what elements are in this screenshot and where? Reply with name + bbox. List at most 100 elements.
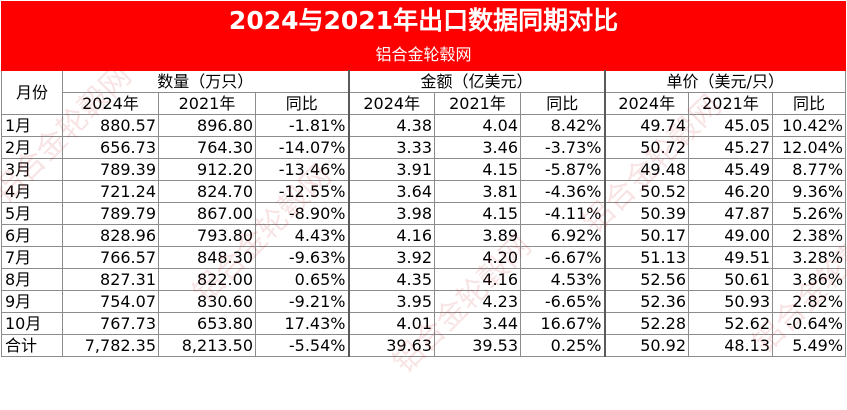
quantity-2024-cell: 880.57: [62, 114, 159, 137]
month-cell: 1月: [1, 114, 63, 137]
price-yoy-cell: 3.86%: [771, 268, 847, 291]
price-2024-cell: 49.74: [604, 114, 689, 137]
price-2021-cell: 50.61: [688, 268, 773, 291]
price-2021-cell: 45.05: [688, 114, 773, 137]
price-2021-header: 2021年: [688, 92, 773, 115]
amount-2024-cell: 3.92: [348, 246, 435, 269]
amount-yoy-cell: -3.73%: [520, 136, 606, 159]
price-2021-cell: 52.62: [688, 312, 773, 335]
amount-2021-cell: 3.81: [434, 180, 521, 203]
amount-2021-cell: 4.15: [434, 202, 521, 225]
amount-yoy-cell: -6.65%: [520, 290, 606, 313]
amount-yoy-cell: -4.11%: [520, 202, 606, 225]
quantity-yoy-cell: -1.81%: [255, 114, 350, 137]
price-yoy-cell: 8.77%: [771, 158, 847, 181]
table-row: 6月 828.96 793.80 4.43% 4.16 3.89 6.92% 50.17 49.…: [1, 224, 847, 247]
amount-2024-cell: 3.91: [348, 158, 435, 181]
quantity-2021-cell: 822.00: [158, 268, 256, 291]
quantity-yoy-cell: 4.43%: [255, 224, 350, 247]
month-cell: 6月: [1, 224, 63, 247]
amount-yoy-cell: 16.67%: [520, 312, 606, 335]
amount-2024-cell: 3.95: [348, 290, 435, 313]
price-2024-cell: 50.72: [604, 136, 689, 159]
price-yoy-cell: 9.36%: [771, 180, 847, 203]
amount-2024-cell: 3.98: [348, 202, 435, 225]
price-2021-cell: 47.87: [688, 202, 773, 225]
quantity-2021-cell: 830.60: [158, 290, 256, 313]
month-cell: 3月: [1, 158, 63, 181]
price-2024-header: 2024年: [604, 92, 689, 115]
price-yoy-cell: 3.28%: [771, 246, 847, 269]
quantity-yoy-cell: 0.65%: [255, 268, 350, 291]
price-yoy-cell: 2.82%: [771, 290, 847, 313]
amount-2024-cell: 3.33: [348, 136, 435, 159]
table-row: 9月 754.07 830.60 -9.21% 3.95 4.23 -6.65% 52.36 5…: [1, 290, 847, 313]
price-2021-cell: 49.51: [688, 246, 773, 269]
table-row: 2月 656.73 764.30 -14.07% 3.33 3.46 -3.73% 50.72…: [1, 136, 847, 159]
amount-yoy-cell: 4.53%: [520, 268, 606, 291]
month-cell: 2月: [1, 136, 63, 159]
price-2021-cell: 45.49: [688, 158, 773, 181]
price-2024-cell: 52.36: [604, 290, 689, 313]
quantity-2021-cell: 896.80: [158, 114, 256, 137]
price-2024-cell: 50.17: [604, 224, 689, 247]
price-yoy-cell: 5.49%: [771, 334, 847, 357]
price-2021-cell: 50.93: [688, 290, 773, 313]
amount-2021-cell: 3.46: [434, 136, 521, 159]
quantity-yoy-cell: -13.46%: [255, 158, 350, 181]
quantity-2024-cell: 789.39: [62, 158, 159, 181]
quantity-yoy-cell: -9.63%: [255, 246, 350, 269]
month-cell: 7月: [1, 246, 63, 269]
quantity-2021-header: 2021年: [158, 92, 256, 115]
quantity-yoy-cell: -5.54%: [255, 334, 350, 357]
quantity-2024-cell: 766.57: [62, 246, 159, 269]
quantity-yoy-cell: -12.55%: [255, 180, 350, 203]
price-yoy-cell: 2.38%: [771, 224, 847, 247]
price-yoy-cell: 5.26%: [771, 202, 847, 225]
page-title: 2024与2021年出口数据同期对比: [0, 1, 847, 40]
price-2021-cell: 45.27: [688, 136, 773, 159]
table-row: 3月 789.39 912.20 -13.46% 3.91 4.15 -5.87% 49.48…: [1, 158, 847, 181]
page-subtitle: 铝合金轮毂网: [0, 39, 847, 71]
price-2024-cell: 50.39: [604, 202, 689, 225]
unit-price-header: 单价（美元/只）: [603, 70, 847, 93]
month-cell: 合计: [1, 334, 63, 357]
quantity-2024-cell: 7,782.35: [62, 334, 159, 357]
table-row: 5月 789.79 867.00 -8.90% 3.98 4.15 -4.11% 50.39 4…: [1, 202, 847, 225]
price-2024-cell: 50.52: [604, 180, 689, 203]
month-cell: 9月: [1, 290, 63, 313]
quantity-2021-cell: 8,213.50: [158, 334, 256, 357]
amount-yoy-cell: -4.36%: [520, 180, 606, 203]
table-row: 1月 880.57 896.80 -1.81% 4.38 4.04 8.42% 49.74 45…: [1, 114, 847, 137]
quantity-2024-cell: 656.73: [62, 136, 159, 159]
amount-2021-cell: 4.23: [434, 290, 521, 313]
price-2024-cell: 49.48: [604, 158, 689, 181]
month-cell: 4月: [1, 180, 63, 203]
table-row: 7月 766.57 848.30 -9.63% 3.92 4.20 -6.67% 51.13 4…: [1, 246, 847, 269]
amount-2024-cell: 39.63: [348, 334, 435, 357]
amount-2024-header: 2024年: [348, 92, 435, 115]
quantity-2024-cell: 754.07: [62, 290, 159, 313]
table-row: 8月 827.31 822.00 0.65% 4.35 4.16 4.53% 52.56 50.…: [1, 268, 847, 291]
amount-2021-header: 2021年: [434, 92, 521, 115]
price-yoy-header: 同比: [771, 92, 847, 115]
amount-2024-cell: 3.64: [348, 180, 435, 203]
quantity-yoy-cell: -8.90%: [255, 202, 350, 225]
amount-yoy-cell: -5.87%: [520, 158, 606, 181]
amount-yoy-cell: 0.25%: [520, 334, 606, 357]
amount-2024-cell: 4.01: [348, 312, 435, 335]
price-2024-cell: 52.56: [604, 268, 689, 291]
price-2021-cell: 49.00: [688, 224, 773, 247]
quantity-2024-cell: 789.79: [62, 202, 159, 225]
amount-2021-cell: 3.89: [434, 224, 521, 247]
amount-2021-cell: 4.20: [434, 246, 521, 269]
month-cell: 5月: [1, 202, 63, 225]
amount-2024-cell: 4.16: [348, 224, 435, 247]
quantity-2021-cell: 764.30: [158, 136, 256, 159]
price-2021-cell: 48.13: [688, 334, 773, 357]
quantity-2021-cell: 793.80: [158, 224, 256, 247]
quantity-2021-cell: 912.20: [158, 158, 256, 181]
month-cell: 8月: [1, 268, 63, 291]
price-2024-cell: 51.13: [604, 246, 689, 269]
price-2024-cell: 52.28: [604, 312, 689, 335]
